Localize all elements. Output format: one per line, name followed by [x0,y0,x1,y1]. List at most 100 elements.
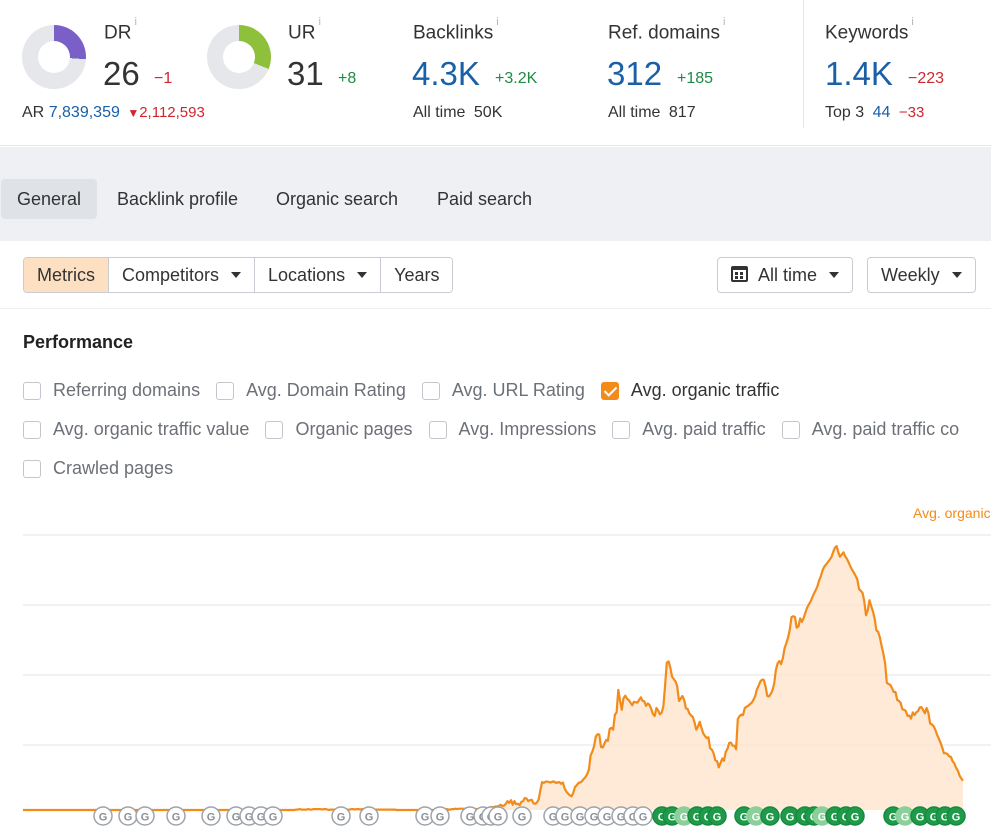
svg-text:G: G [518,812,527,824]
date-range-dropdown[interactable]: All time [717,257,854,293]
svg-text:G: G [257,812,266,824]
checkbox-label: Organic pages [295,419,413,439]
keywords-delta: −223 [908,70,945,87]
ref-domains-label: Ref. domains [608,22,720,44]
checkbox-icon[interactable] [216,381,235,400]
checkbox-crawled-pages[interactable]: Crawled pages [23,458,173,479]
google-update-icon: G [488,806,508,826]
svg-text:G: G [172,812,181,824]
metrics-button[interactable]: Metrics [24,258,108,292]
svg-text:G: G [941,812,950,824]
ref-domains-all-time-value: 817 [668,104,696,121]
google-update-icon: G [633,806,653,826]
dr-value: 26 [103,55,140,92]
svg-text:G: G [365,812,374,824]
info-icon[interactable]: i [318,16,321,28]
svg-text:G: G [901,812,910,824]
svg-text:G: G [916,812,925,824]
checkbox-avg-paid-traffic[interactable]: Avg. paid traffic [612,419,766,440]
ref-domains-delta: +185 [677,70,714,87]
checkbox-label: Referring domains [53,380,201,400]
info-icon[interactable]: i [722,16,726,28]
info-icon[interactable]: i [134,16,137,28]
dr-label: DR [104,22,132,44]
checkbox-avg-domain-rating[interactable]: Avg. Domain Rating [216,380,406,401]
google-update-icon: G [118,806,138,826]
checkbox-referring-domains[interactable]: Referring domains [23,380,200,401]
svg-text:G: G [680,812,689,824]
calendar-icon [731,266,748,283]
interval-dropdown[interactable]: Weekly [867,257,976,293]
svg-text:G: G [124,812,133,824]
checkbox-icon[interactable] [781,420,800,439]
svg-text:G: G [668,812,677,824]
locations-dropdown[interactable]: Locations [254,258,381,292]
checkbox-organic-pages[interactable]: Organic pages [265,419,413,440]
tab-general[interactable]: General [1,179,98,219]
svg-text:G: G [639,812,648,824]
competitors-dropdown[interactable]: Competitors [108,258,255,292]
tab-paid-search[interactable]: Paid search [437,189,533,209]
google-update-icon: G [707,806,727,826]
tab-organic-search[interactable]: Organic search [276,189,399,209]
google-update-icon: G [430,806,450,826]
caret-down-icon [951,272,962,279]
ur-value: 31 [287,55,324,92]
checkbox-avg-url-rating[interactable]: Avg. URL Rating [421,380,585,401]
google-update-icon: G [597,806,617,826]
google-update-icon: G [331,806,351,826]
svg-text:G: G [889,812,898,824]
checkbox-avg-organic-traffic[interactable]: Avg. organic traffic [600,380,779,401]
svg-text:G: G [269,812,278,824]
keywords-top3-value[interactable]: 44 [872,104,891,121]
checkbox-avg-paid-traffic-cost[interactable]: Avg. paid traffic co [781,419,960,440]
competitors-label: Competitors [122,265,220,285]
checkbox-icon[interactable] [23,459,41,478]
svg-text:G: G [207,812,216,824]
checkbox-icon[interactable] [265,420,284,439]
years-button[interactable]: Years [380,258,453,292]
checkbox-label: Avg. paid traffic [642,419,766,439]
caret-down-icon [829,272,840,279]
svg-text:G: G [930,812,939,824]
google-update-icon: G [93,806,113,826]
google-update-icon: G [845,806,865,826]
checkbox-avg-impressions[interactable]: Avg. Impressions [428,419,597,440]
keywords-value[interactable]: 1.4K [825,55,893,92]
ar-value[interactable]: 7,839,359 [48,104,120,121]
svg-text:G: G [590,812,599,824]
checkmark-icon[interactable] [600,381,619,400]
svg-text:G: G [576,812,585,824]
svg-text:G: G [629,812,638,824]
checkbox-label: Avg. Impressions [458,419,597,439]
keywords-top3-delta: −33 [898,104,925,121]
svg-text:G: G [617,812,626,824]
checkbox-icon[interactable] [421,381,440,400]
svg-text:G: G [693,812,702,824]
svg-text:G: G [466,812,475,824]
checkbox-label: Avg. paid traffic co [811,419,960,439]
tab-backlink-profile[interactable]: Backlink profile [117,189,239,209]
svg-text:G: G [494,812,503,824]
ur-label: UR [288,22,316,44]
checkbox-icon[interactable] [23,381,41,400]
checkbox-icon[interactable] [428,420,447,439]
backlinks-value[interactable]: 4.3K [412,55,480,92]
info-icon[interactable]: i [911,16,914,28]
svg-text:G: G [752,812,761,824]
google-update-icon: G [760,806,780,826]
google-update-icon: G [910,806,930,826]
checkbox-icon[interactable] [23,420,41,439]
checkbox-avg-organic-traffic-value[interactable]: Avg. organic traffic value [23,419,249,440]
checkbox-icon[interactable] [612,420,631,439]
caret-down-icon [231,272,242,279]
google-update-icon: G [166,806,186,826]
metric-toggle-row: Referring domains Avg. Domain Rating Avg… [23,380,795,401]
info-icon[interactable]: i [496,16,499,28]
keywords-sub-label: Top 3 [825,104,865,121]
chart-series-label: Avg. organic [913,505,991,521]
ref-domains-value[interactable]: 312 [607,55,663,92]
svg-text:G: G [561,812,570,824]
years-label: Years [394,265,440,285]
